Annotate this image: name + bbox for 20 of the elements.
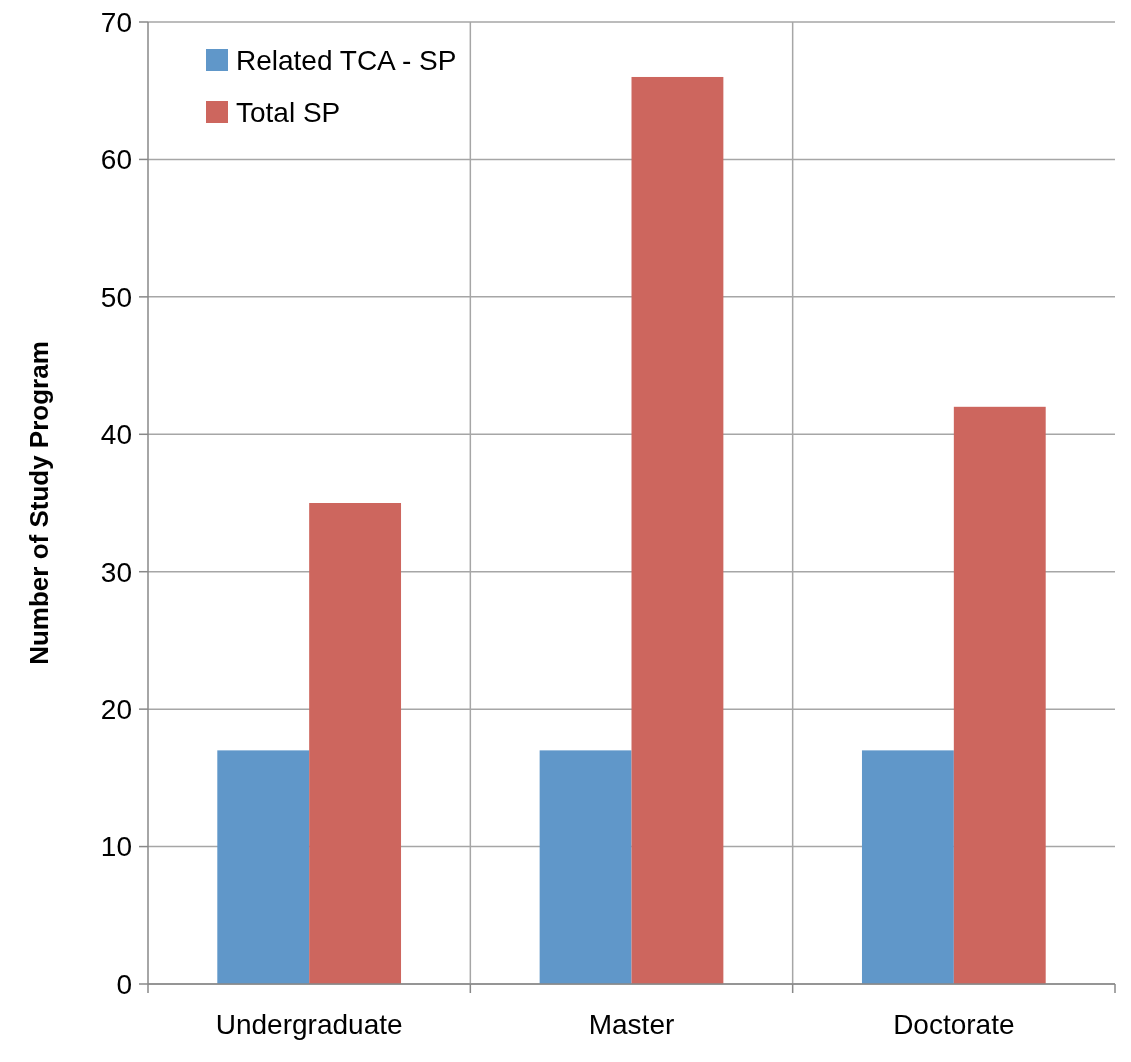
- y-tick-label: 10: [100, 831, 132, 863]
- bar: [217, 750, 310, 984]
- y-axis-title: Number of Study Program: [24, 341, 54, 665]
- bar: [631, 76, 724, 984]
- y-tick-label: 20: [100, 693, 132, 725]
- y-tick-label: 0: [116, 968, 132, 1000]
- bar: [539, 750, 632, 984]
- bar: [309, 503, 402, 984]
- bar: [953, 406, 1046, 984]
- legend-label: Related TCA - SP: [236, 44, 457, 76]
- x-tick-label: Undergraduate: [215, 1009, 403, 1040]
- y-tick-label: 50: [100, 281, 132, 313]
- y-tick-label: 40: [100, 419, 132, 451]
- y-tick-label: 30: [100, 556, 132, 588]
- y-tick-label: 60: [100, 144, 132, 176]
- bar: [861, 750, 954, 984]
- x-tick-label: Master: [588, 1009, 675, 1040]
- y-tick-label: 70: [100, 6, 132, 38]
- x-tick-label: Doctorate: [893, 1009, 1015, 1040]
- legend-label: Total SP: [236, 96, 341, 128]
